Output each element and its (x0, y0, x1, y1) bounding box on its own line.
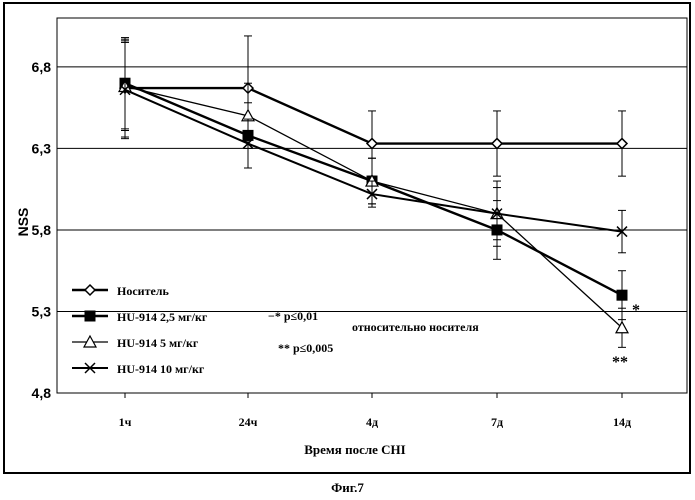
annotation-p001: −* p≤0,01 (268, 309, 318, 323)
x-axis-label: Время после CHI (304, 442, 405, 457)
x-tick-label: 1ч (119, 415, 132, 429)
annotation-p0005: ** p≤0,005 (278, 341, 333, 355)
significance-star-single: * (632, 302, 640, 319)
legend-label: HU-914 10 мг/кг (117, 362, 205, 376)
data-point (617, 290, 628, 301)
x-tick-label: 7д (491, 415, 503, 429)
figure-caption: Фиг.7 (0, 480, 695, 496)
x-tick-label: 14д (613, 415, 631, 429)
significance-star-double: ** (612, 354, 628, 371)
y-tick-label: 6,8 (32, 59, 52, 75)
outer-frame (4, 3, 690, 473)
annotation-relative: относительно носителя (352, 320, 479, 334)
legend-marker (85, 311, 96, 322)
y-tick-label: 6,3 (32, 140, 52, 156)
x-tick-label: 24ч (239, 415, 258, 429)
y-tick-label: 4,8 (32, 385, 52, 401)
y-axis-label: NSS (15, 208, 31, 237)
legend-label: HU-914 2,5 мг/кг (117, 310, 208, 324)
chart-svg: 6,8 6,3 5,8 5,3 4,8 1ч 24ч 4д 7д 14д NSS Время п… (0, 0, 695, 480)
y-tick-label: 5,8 (32, 222, 52, 238)
x-tick-label: 4д (366, 415, 378, 429)
legend-label: Носитель (117, 284, 170, 298)
legend-label: HU-914 5 мг/кг (117, 336, 199, 350)
y-tick-label: 5,3 (32, 303, 52, 319)
